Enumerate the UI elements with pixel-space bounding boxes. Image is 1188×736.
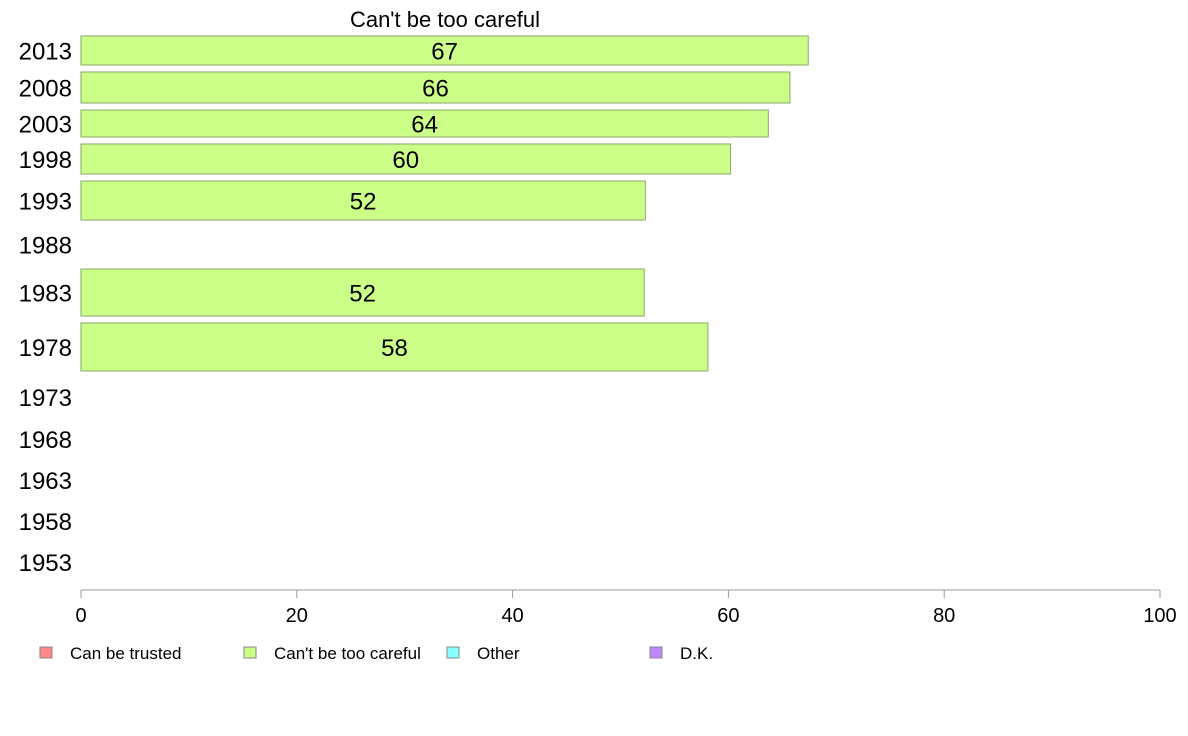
year-label-1993: 1993 [19, 189, 72, 216]
bar-value-label-2003: 64 [411, 112, 438, 139]
year-label-1973: 1973 [19, 385, 72, 412]
bar-2008 [80, 71, 791, 104]
bar-value-label-1978: 58 [381, 335, 408, 362]
year-label-1968: 1968 [19, 427, 72, 454]
x-tick-label-20: 20 [286, 605, 308, 627]
year-label-1988: 1988 [19, 233, 72, 260]
x-tick-label-0: 0 [75, 605, 86, 627]
year-label-2013: 2013 [19, 39, 72, 66]
bar-2003 [80, 109, 769, 138]
x-axis: 0 20 40 60 80 100 [75, 589, 1177, 627]
year-labels: 2013 2008 2003 1998 1993 1988 1983 1978 1973 1968… [19, 39, 72, 578]
bar-2013 [80, 35, 809, 66]
x-tick-label-100: 100 [1143, 605, 1176, 627]
year-label-1963: 1963 [19, 468, 72, 495]
year-label-1978: 1978 [19, 335, 72, 362]
year-label-1953: 1953 [19, 550, 72, 577]
year-label-2003: 2003 [19, 112, 72, 139]
legend-swatch-2 [446, 646, 460, 659]
x-tick-label-40: 40 [501, 605, 523, 627]
bar-value-label-1983: 52 [349, 281, 376, 308]
legend-swatch-3 [649, 646, 663, 659]
year-label-1998: 1998 [19, 147, 72, 174]
bar-value-label-1993: 52 [350, 189, 377, 216]
legend: Can be trusted Can't be too careful Other D… [39, 644, 713, 663]
year-label-1983: 1983 [19, 281, 72, 308]
bars [80, 35, 809, 372]
x-tick-label-80: 80 [933, 605, 955, 627]
bar-value-label-2013: 67 [431, 39, 458, 66]
bar-1998 [80, 143, 732, 175]
x-tick-label-60: 60 [717, 605, 739, 627]
bar-1978 [80, 322, 709, 372]
legend-label-0: Can be trusted [70, 644, 182, 663]
bar-1983 [80, 268, 645, 317]
legend-swatch-0 [39, 646, 53, 659]
chart-title: Can't be too careful [350, 7, 540, 32]
bar-value-label-2008: 66 [422, 76, 449, 103]
bar-value-label-1998: 60 [392, 147, 419, 174]
legend-label-1: Can't be too careful [274, 644, 421, 663]
legend-label-3: D.K. [680, 644, 713, 663]
bar-1993 [80, 180, 646, 221]
year-label-2008: 2008 [19, 76, 72, 103]
legend-swatch-1 [243, 646, 257, 659]
legend-label-2: Other [477, 644, 520, 663]
year-label-1958: 1958 [19, 509, 72, 536]
